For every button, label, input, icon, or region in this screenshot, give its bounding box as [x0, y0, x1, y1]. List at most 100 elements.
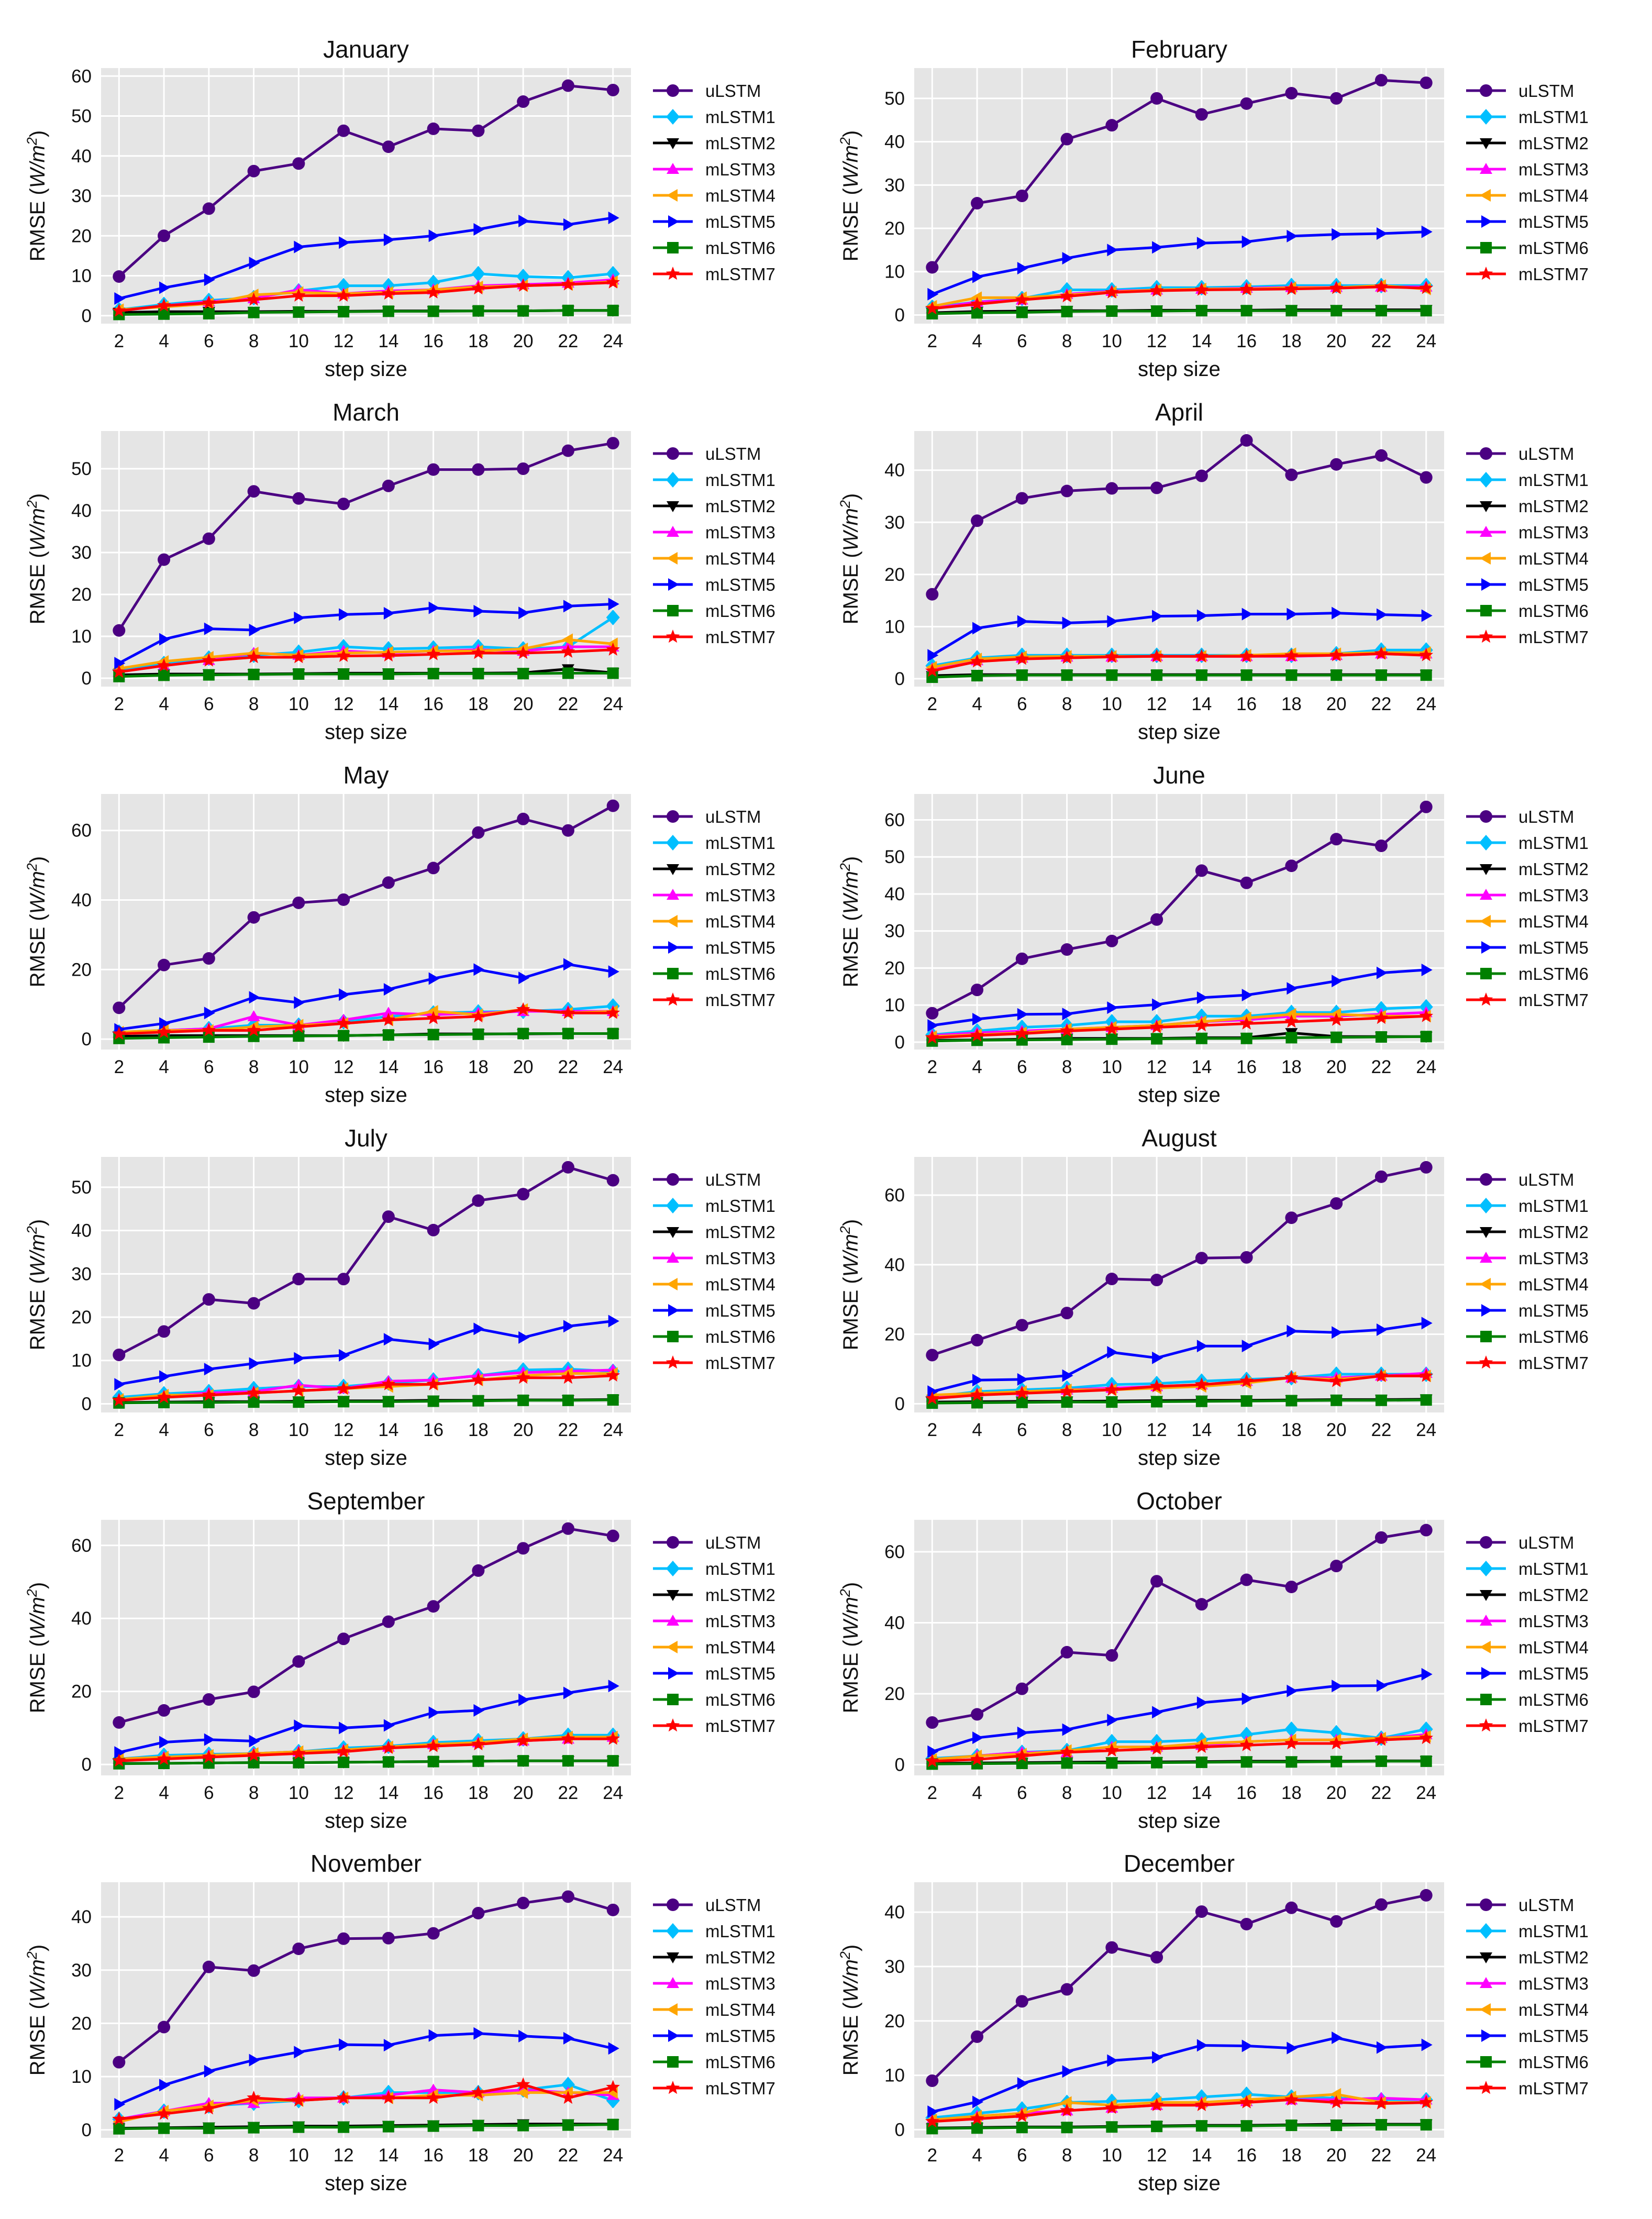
x-tick-label: 18 [1281, 694, 1302, 714]
data-point [204, 273, 215, 286]
data-point [292, 650, 306, 664]
legend-marker [1479, 472, 1493, 488]
x-tick-label: 20 [1326, 694, 1347, 714]
data-point [1060, 1745, 1074, 1759]
x-tick-label: 4 [972, 694, 982, 714]
series-mlstm7 [925, 1009, 1433, 1044]
legend-item-mlstm2: mLSTM2 [653, 496, 775, 516]
data-point [1105, 2100, 1119, 2114]
legend-marker [666, 2081, 680, 2094]
data-point [1060, 1307, 1073, 1320]
data-point [1060, 2103, 1074, 2117]
legend-label: mLSTM5 [705, 1664, 775, 1683]
data-point [1287, 1684, 1298, 1697]
data-point [1105, 1273, 1118, 1286]
data-point [518, 971, 530, 985]
y-tick-label: 0 [82, 668, 92, 689]
legend-label: mLSTM4 [705, 186, 775, 205]
legend-marker [1480, 2003, 1491, 2016]
legend-item-mlstm7: mLSTM7 [1466, 1353, 1589, 1373]
legend-label: mLSTM5 [705, 938, 775, 957]
series-ulstm [113, 1161, 619, 1361]
legend-label: mLSTM5 [1518, 212, 1589, 231]
data-point [382, 1931, 395, 1945]
y-tick-label: 10 [884, 262, 905, 282]
data-point [516, 1002, 530, 1015]
x-tick-label: 24 [1416, 1057, 1436, 1077]
legend-label: mLSTM7 [705, 1716, 775, 1736]
legend-marker [667, 915, 678, 928]
legend-label: mLSTM1 [1518, 107, 1589, 127]
legend-marker [668, 2029, 679, 2042]
series-line [118, 84, 613, 278]
x-tick-label: 20 [513, 694, 534, 714]
data-point [382, 1029, 394, 1041]
x-tick-label: 12 [1147, 694, 1167, 714]
data-point [1330, 1197, 1343, 1210]
series-mlstm5 [927, 606, 1433, 662]
series-line [932, 1321, 1427, 1393]
legend-item-mlstm7: mLSTM7 [1466, 264, 1589, 284]
data-point [971, 1333, 984, 1346]
x-tick-label: 2 [927, 1057, 937, 1077]
series-line [931, 79, 1426, 268]
data-point [114, 292, 126, 305]
data-point [1241, 989, 1253, 1002]
data-point [1060, 484, 1073, 498]
data-point [1241, 2039, 1253, 2052]
x-tick-label: 8 [249, 1057, 259, 1077]
data-point [1420, 2119, 1432, 2131]
legend-label: mLSTM3 [1518, 886, 1589, 905]
data-point [1330, 458, 1343, 471]
plot-area [101, 1882, 631, 2138]
data-point [971, 1397, 983, 1409]
x-axis-label: step size [1138, 1809, 1221, 1832]
legend-item-mlstm1: mLSTM1 [653, 1196, 775, 1216]
data-point [114, 1746, 126, 1759]
series-mlstm7 [925, 1368, 1433, 1405]
legend-marker [666, 1923, 680, 1939]
legend-marker [1479, 630, 1493, 643]
legend-item-mlstm2: mLSTM2 [1466, 496, 1589, 516]
data-point [1194, 649, 1209, 663]
data-point [294, 611, 305, 624]
x-tick-label: 6 [204, 1420, 214, 1440]
data-point [471, 281, 485, 295]
data-point [1060, 2096, 1072, 2109]
x-tick-label: 20 [513, 1783, 534, 1803]
y-tick-label: 20 [884, 2011, 905, 2032]
series-mlstm6 [926, 1031, 1432, 1047]
legend-item-mlstm1: mLSTM1 [653, 1559, 775, 1578]
data-point [1239, 1016, 1254, 1030]
legend-label: mLSTM4 [1518, 1638, 1589, 1657]
data-point [204, 622, 215, 635]
x-axis-label: step size [1138, 358, 1221, 381]
data-point [1107, 244, 1118, 257]
y-axis-label: RMSE (W/m2) [24, 1945, 49, 2076]
data-point [248, 1757, 260, 1769]
data-point [1194, 1018, 1209, 1032]
data-point [1149, 1020, 1164, 1033]
x-tick-label: 18 [468, 331, 489, 351]
data-point [247, 1685, 260, 1698]
legend-label: mLSTM4 [705, 1275, 775, 1294]
data-point [1375, 1031, 1387, 1043]
legend-item-mlstm2: mLSTM2 [1466, 859, 1589, 879]
data-point [202, 1293, 215, 1306]
legend-marker [1480, 889, 1492, 900]
x-tick-label: 2 [927, 1783, 937, 1803]
data-point [608, 598, 619, 611]
data-point [1419, 281, 1433, 294]
data-point [1105, 482, 1118, 495]
data-point [473, 605, 485, 617]
data-point [516, 1370, 530, 1384]
x-tick-label: 22 [558, 2145, 578, 2166]
series-line [932, 1673, 1427, 1753]
data-point [292, 1746, 306, 1760]
legend: uLSTM mLSTM1 mLSTM2 mLSTM3 mLSTM4 mLSTM5 mLSTM… [1466, 1170, 1589, 1373]
data-point [1151, 2121, 1163, 2133]
series-line [932, 652, 1426, 672]
